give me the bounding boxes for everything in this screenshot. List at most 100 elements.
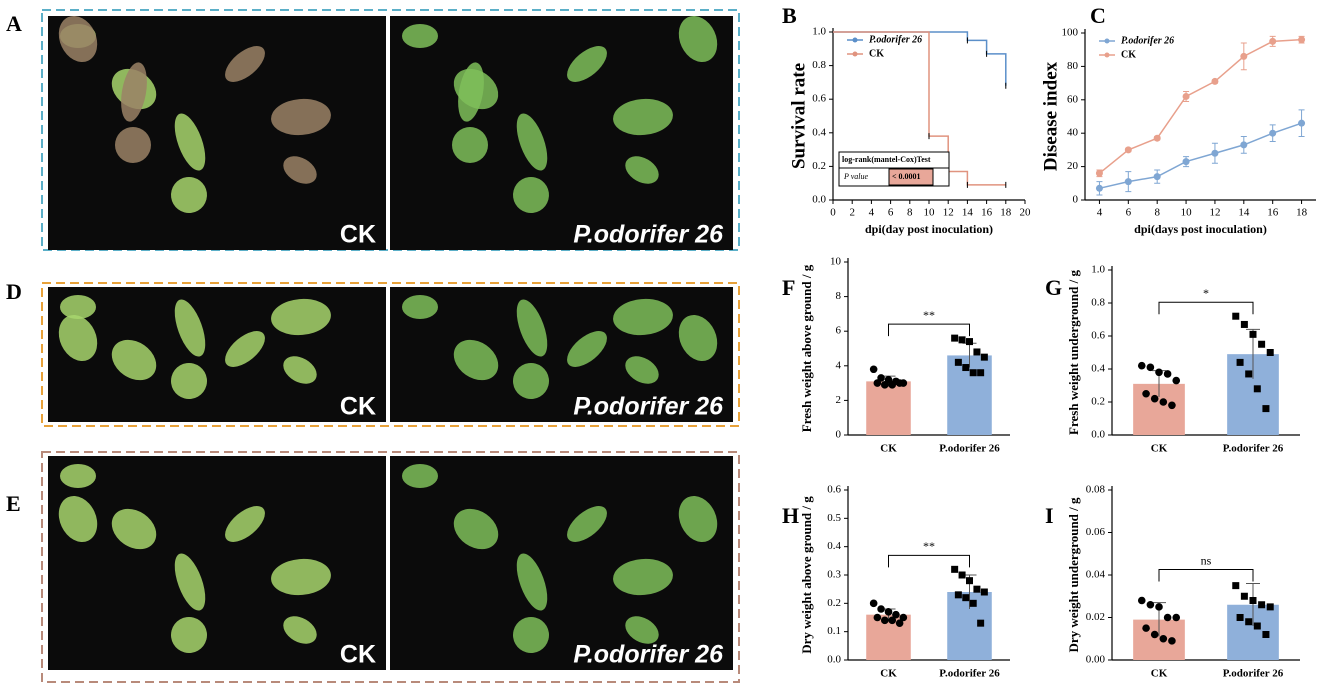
data-point — [969, 599, 977, 607]
bar — [866, 614, 911, 660]
data-point — [973, 585, 981, 593]
data-point — [1163, 370, 1172, 378]
point — [1211, 149, 1219, 157]
data-point — [1146, 600, 1155, 609]
y-tick-label: 0.2 — [1091, 396, 1105, 408]
point — [1153, 134, 1161, 142]
data-point — [895, 379, 904, 387]
x-tick-label: 2 — [849, 207, 855, 219]
y-tick-label: 0.6 — [812, 93, 826, 105]
data-point — [1146, 363, 1155, 372]
point — [1182, 92, 1190, 100]
leaf — [402, 464, 438, 488]
photo-label: P.odorifer 26 — [573, 641, 724, 669]
leaf — [678, 495, 718, 543]
photo-panels: A D E CK P.odorifer 26 CK P.odorifer 26 CK P.… — [6, 9, 740, 683]
panel-letter: G — [1045, 275, 1062, 300]
data-point — [1240, 592, 1248, 600]
data-point — [1150, 630, 1159, 639]
data-point — [977, 619, 985, 627]
data-point — [1266, 603, 1274, 611]
y-tick-label: 0.5 — [827, 512, 841, 524]
y-tick-label: 0.1 — [827, 625, 841, 637]
data-point — [958, 571, 966, 579]
x-tick-label: 14 — [1238, 207, 1250, 219]
data-point — [1249, 330, 1257, 338]
legend-marker — [852, 37, 858, 43]
annotation-header: log-rank(mantel-Cox)Test — [842, 155, 931, 164]
leaf — [567, 506, 607, 542]
x-tick-label: 4 — [869, 207, 875, 219]
photo — [48, 456, 386, 670]
data-point — [966, 338, 973, 346]
point — [1095, 169, 1103, 177]
y-tick-label: 2 — [836, 394, 842, 406]
y-tick-label: 0.4 — [812, 126, 826, 138]
leaf — [60, 464, 96, 488]
chart: G 0.0 0.2 0.4 0.6 0.8 1.0 Fresh weight undergro… — [1045, 264, 1300, 455]
legend-marker — [1104, 52, 1110, 58]
data-point — [1155, 368, 1163, 377]
point — [1211, 77, 1219, 85]
point — [1095, 184, 1103, 192]
y-tick-label: 0.4 — [827, 540, 841, 552]
x-tick-label: 16 — [1267, 207, 1279, 219]
y-tick-label: 0.3 — [827, 569, 841, 581]
x-tick-label: P.odorifer 26 — [1223, 443, 1284, 455]
leaf — [458, 62, 484, 122]
y-tick-label: 0.6 — [827, 484, 841, 496]
series-line — [1098, 38, 1302, 174]
photo — [390, 287, 733, 422]
x-tick-label: 8 — [1154, 207, 1160, 219]
data-point — [884, 608, 893, 616]
data-point — [1249, 597, 1257, 604]
data-point — [892, 610, 900, 619]
x-tick-label: 10 — [924, 207, 936, 219]
y-tick-label: 60 — [1067, 93, 1079, 105]
leaf — [174, 553, 206, 611]
x-tick-label: 6 — [1126, 207, 1132, 219]
leaf — [402, 295, 438, 319]
y-tick-label: 100 — [1062, 27, 1079, 39]
leaf — [271, 298, 331, 336]
x-tick-label: 10 — [1181, 207, 1193, 219]
photo-label: P.odorifer 26 — [573, 393, 724, 421]
x-tick-label: 8 — [907, 207, 913, 219]
data-point — [1245, 618, 1253, 626]
panel-letter: B — [782, 3, 797, 28]
bar — [866, 381, 911, 435]
leaf — [111, 339, 157, 381]
leaf — [283, 156, 317, 184]
y-tick-label: 20 — [1067, 160, 1079, 172]
x-tick-label: 14 — [962, 207, 974, 219]
y-tick-label: 1.0 — [812, 26, 826, 38]
annotation-cell-text: P value — [843, 172, 869, 181]
significance-label: ** — [923, 308, 935, 322]
y-axis-label: Fresh weight underground / g — [1066, 270, 1081, 435]
data-point — [1168, 401, 1176, 410]
data-point — [1142, 389, 1150, 398]
y-tick-label: 0.0 — [827, 654, 841, 666]
data-point — [954, 358, 962, 366]
survival-line — [833, 31, 1007, 86]
x-axis-label: dpi(day post inoculation) — [865, 222, 993, 236]
data-point — [980, 588, 988, 596]
data-point — [1262, 631, 1270, 638]
legend-marker — [1104, 38, 1110, 44]
data-point — [895, 619, 904, 627]
y-tick-label: 8 — [836, 290, 842, 302]
point — [1182, 158, 1190, 166]
annotation-cell — [888, 168, 934, 186]
x-tick-label: CK — [1151, 668, 1168, 680]
chart: F 0 2 4 6 8 10 Fresh weight above ground / g CK P… — [782, 256, 1010, 455]
leaf — [516, 299, 548, 357]
y-tick-label: 0.0 — [812, 194, 826, 206]
data-point — [1262, 405, 1270, 413]
y-tick-label: 0.04 — [1086, 569, 1106, 581]
y-tick-label: 0.2 — [812, 160, 826, 172]
chart: C 0 20 40 60 80 100 4 6 8 10 12 14 16 18 Disease index d… — [1040, 3, 1316, 236]
x-tick-label: 12 — [943, 207, 954, 219]
photo — [390, 16, 733, 250]
data-point — [966, 577, 973, 585]
data-point — [1159, 634, 1168, 643]
